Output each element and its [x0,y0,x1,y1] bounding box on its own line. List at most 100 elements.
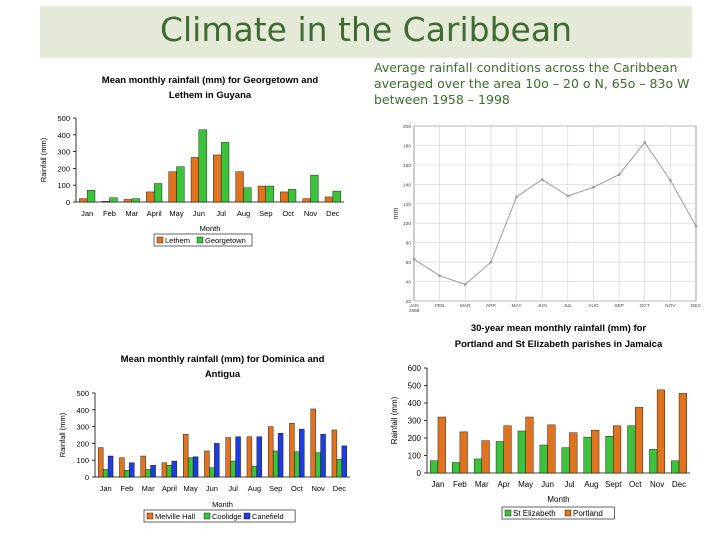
jamaica-bar-st-elizabeth [649,449,658,474]
jamaica-bar-st-elizabeth [627,425,636,474]
caribbean-point [566,194,570,198]
jamaica-bar-portland [437,416,446,474]
dominica-y-tick-label: 500 [76,389,89,398]
dominica-bar-melville-hall [246,436,253,478]
jamaica-x-tick-label: Dec [672,480,686,489]
jamaica-title-line: 30-year mean monthly rainfall (mm) for [471,323,647,334]
guyana-bar-lethem [213,154,222,203]
jamaica-legend-label: St Elizabeth [513,509,556,518]
jamaica-x-tick-label: Aug [584,480,598,489]
dominica-bar-coolidge [124,470,130,478]
dominica-bar-melville-hall [161,462,168,478]
guyana-y-label: Rainfall (mm) [39,137,48,182]
dominica-bar-melville-hall [182,433,189,478]
dominica-bar-coolidge [187,457,194,478]
caribbean-y-tick-label: 200 [403,124,411,130]
caribbean-x-tick-label: FEB [435,303,444,309]
guyana-bar-lethem [302,198,311,203]
jamaica-x-tick-label: Apr [497,480,510,489]
dominica-bar-canefield [256,436,263,478]
dominica-bar-coolidge [315,452,321,478]
dominica-bar-melville-hall [331,429,338,478]
dominica-x-tick-label: Dec [333,484,347,493]
dominica-bar-melville-hall [97,447,104,478]
dominica-bar-canefield [299,428,305,478]
jamaica-bar-portland [481,440,490,474]
caribbean-point [463,283,467,286]
guyana-x-tick-label: April [147,209,162,218]
guyana-y-tick-label: 100 [57,181,70,190]
guyana-x-tick-label: Jul [216,209,226,218]
guyana-bar-lethem [257,185,267,203]
guyana-bar-georgetown [310,174,319,203]
jamaica-y-label: Rainfall (mm) [390,396,399,444]
dominica-x-tick-label: Aug [248,484,261,493]
guyana-x-label: Month [200,224,221,233]
guyana-bar-lethem [324,196,334,203]
caribbean-x-tick-label: OCT [640,303,650,309]
guyana-y-tick-label: 0 [66,198,70,207]
dominica-title-line: Antigua [205,369,241,380]
dominica-y-tick-label: 300 [76,423,89,432]
caribbean-point [438,274,442,278]
guyana-x-tick-label: Mar [125,209,138,218]
dominica-bar-canefield [341,445,348,478]
jamaica-bar-portland [569,432,578,474]
jamaica-bar-st-elizabeth [671,460,680,474]
guyana-x-tick-label: Oct [282,209,295,218]
jamaica-x-tick-label: Sept [605,480,622,489]
dominica-x-label: Month [212,500,233,509]
dominica-bar-coolidge [102,469,109,478]
caribbean-y-tick-label: 20 [406,299,412,305]
jamaica-bar-portland [613,425,622,474]
guyana-bar-georgetown [243,187,252,203]
jamaica-x-tick-label: Jan [432,480,445,489]
dominica-x-tick-label: Oct [291,484,304,493]
dominica-legend-swatch [243,512,251,520]
dominica-bar-canefield [214,443,220,478]
caribbean-x-tick-label: JUL [564,303,573,309]
caribbean-point [694,224,698,228]
jamaica-y-tick-label: 400 [408,399,422,408]
guyana-legend-label: Georgetown [205,236,246,245]
jamaica-bar-portland [678,393,687,474]
dominica-x-tick-label: Feb [120,484,133,493]
guyana-x-tick-label: Sep [259,209,272,218]
guyana-bar-lethem [146,191,155,203]
dominica-y-tick-label: 400 [76,406,89,415]
dominica-bar-melville-hall [310,408,316,478]
dominica-y-label: Rainfall (mm) [58,412,67,457]
guyana-x-tick-label: Jan [81,209,93,218]
jamaica-y-tick-label: 100 [408,452,422,461]
jamaica-x-tick-label: Jun [541,480,554,489]
caribbean-y-tick-label: 180 [403,143,411,149]
caribbean-x-tick-label: 1958 [409,308,420,314]
guyana-x-tick-label: Feb [103,209,116,218]
dominica-y-tick-label: 200 [76,439,89,448]
title-banner: Climate in the Caribbean [40,6,692,58]
guyana-bar-lethem [190,157,200,203]
guyana-bar-georgetown [176,166,185,203]
caribbean-x-tick-label: MAR [460,303,471,309]
guyana-bar-georgetown [131,198,140,203]
caribbean-plot-area [413,125,697,302]
slide-title: Climate in the Caribbean [159,10,573,49]
caribbean-point [668,179,672,182]
guyana-legend-label: Lethem [165,236,190,245]
dominica-bar-canefield [150,465,156,478]
guyana-bar-georgetown [287,189,297,203]
jamaica-x-tick-label: Oct [629,480,642,489]
dominica-bar-canefield [235,436,241,478]
guyana-title-line: Lethem in Guyana [169,90,252,101]
guyana-y-tick-label: 400 [57,131,70,140]
dominica-bar-coolidge [251,465,258,478]
guyana-x-tick-label: Dec [326,209,340,218]
guyana-y-tick-label: 200 [57,164,70,173]
guyana-bar-georgetown [109,197,118,203]
caribbean-point [643,141,647,144]
guyana-x-tick-label: Nov [304,209,318,218]
caribbean-x-tick-label: JUN [538,303,548,309]
guyana-bar-lethem [101,200,110,203]
jamaica-bar-portland [459,431,468,474]
jamaica-bar-portland [635,407,644,474]
